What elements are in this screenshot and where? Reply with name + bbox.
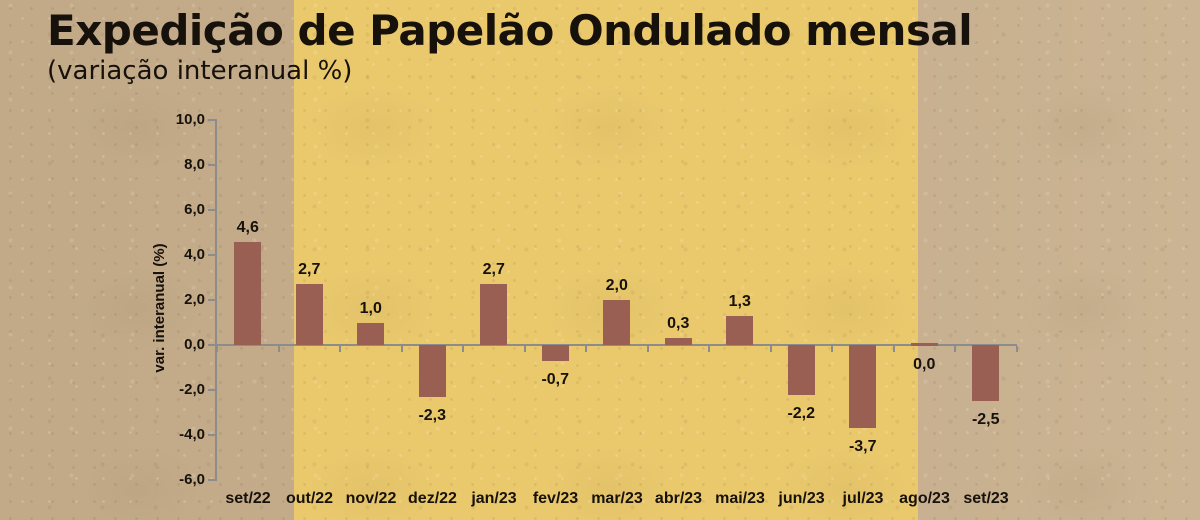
y-axis-tick <box>208 479 215 481</box>
x-tick-label: fev/23 <box>532 490 579 507</box>
bar-value-label: 0,3 <box>667 315 690 333</box>
x-axis-tick <box>462 346 464 352</box>
x-tick-label: jul/23 <box>842 490 884 507</box>
bar-value-label: -3,7 <box>848 438 877 456</box>
bar-value-label: 2,0 <box>605 277 628 294</box>
y-tick-label: -6,0 <box>179 471 205 488</box>
bar-set-23 <box>972 345 1000 402</box>
bar-value-label: 1,0 <box>359 299 382 317</box>
x-tick-label: dez/22 <box>408 490 457 507</box>
bar-fev-23 <box>541 345 569 361</box>
y-tick-label: -4,0 <box>179 426 205 443</box>
bar-mai-23 <box>726 315 754 345</box>
x-tick-label: jun/23 <box>778 490 825 507</box>
chart-title: Expedição de Papelão Ondulado mensal <box>47 6 973 55</box>
x-axis-tick <box>585 346 587 352</box>
page-column-band <box>294 0 918 520</box>
x-tick-label: abr/23 <box>654 490 703 507</box>
x-tick-label: mar/23 <box>591 490 643 507</box>
x-tick-label: set/23 <box>963 490 1009 507</box>
bar-ago-23 <box>910 343 938 346</box>
x-axis-tick <box>646 346 649 352</box>
x-axis-tick <box>831 346 833 352</box>
bar-nov-22 <box>357 322 385 345</box>
bar-value-label: -2,3 <box>418 406 447 424</box>
x-axis-tick <box>339 346 341 352</box>
bar-set-22 <box>234 241 262 345</box>
y-axis-tick <box>208 299 215 301</box>
y-axis-tick <box>208 209 215 211</box>
bar-abr-23 <box>664 338 692 345</box>
x-axis-tick <box>954 346 956 352</box>
bar-value-label: 1,3 <box>728 292 751 310</box>
bar-mar-23 <box>603 300 631 345</box>
x-tick-label: mai/23 <box>715 490 765 507</box>
x-axis-tick <box>892 346 895 352</box>
x-axis-line <box>215 344 1017 346</box>
x-axis-tick <box>708 346 710 352</box>
y-tick-label: 10,0 <box>175 111 205 128</box>
x-tick-label: ago/23 <box>899 490 950 507</box>
x-tick-label: nov/22 <box>345 490 397 507</box>
y-tick-label: -2,0 <box>179 381 205 398</box>
x-tick-label: jan/23 <box>471 490 517 507</box>
bar-jul-23 <box>849 345 877 429</box>
bar-value-label: -0,7 <box>541 370 570 388</box>
bar-dez-22 <box>418 345 446 397</box>
y-tick-label: 8,0 <box>184 156 205 173</box>
y-axis-tick <box>208 389 215 391</box>
chart-subtitle: (variação interanual %) <box>47 56 353 86</box>
y-axis-tick <box>208 434 215 436</box>
x-tick-label: out/22 <box>285 490 334 507</box>
y-axis-tick <box>208 119 215 121</box>
bar-value-label: 2,7 <box>482 261 505 279</box>
bar-value-label: 0,0 <box>913 356 936 373</box>
y-tick-label: 0,0 <box>184 336 205 353</box>
bar-value-label: 4,6 <box>236 218 259 236</box>
x-axis-tick <box>1015 346 1018 352</box>
x-tick-label: set/22 <box>225 490 271 507</box>
x-axis-tick <box>769 346 772 352</box>
y-axis-tick <box>208 254 215 256</box>
y-tick-label: 2,0 <box>184 291 205 308</box>
bar-value-label: 2,7 <box>298 261 321 279</box>
x-axis-tick <box>277 346 280 352</box>
y-axis-line <box>215 119 217 481</box>
bar-value-label: -2,2 <box>787 404 816 422</box>
y-tick-label: 6,0 <box>184 201 205 218</box>
y-tick-label: 4,0 <box>184 246 205 263</box>
bar-value-label: -2,5 <box>971 411 1000 429</box>
x-axis-tick <box>400 346 403 352</box>
bar-out-22 <box>295 284 323 345</box>
bar-jun-23 <box>787 345 815 395</box>
x-axis-tick <box>216 346 218 352</box>
x-axis-tick <box>523 346 526 352</box>
y-axis-tick <box>208 164 215 166</box>
bar-jan-23 <box>480 284 508 345</box>
y-axis-tick <box>208 344 215 346</box>
